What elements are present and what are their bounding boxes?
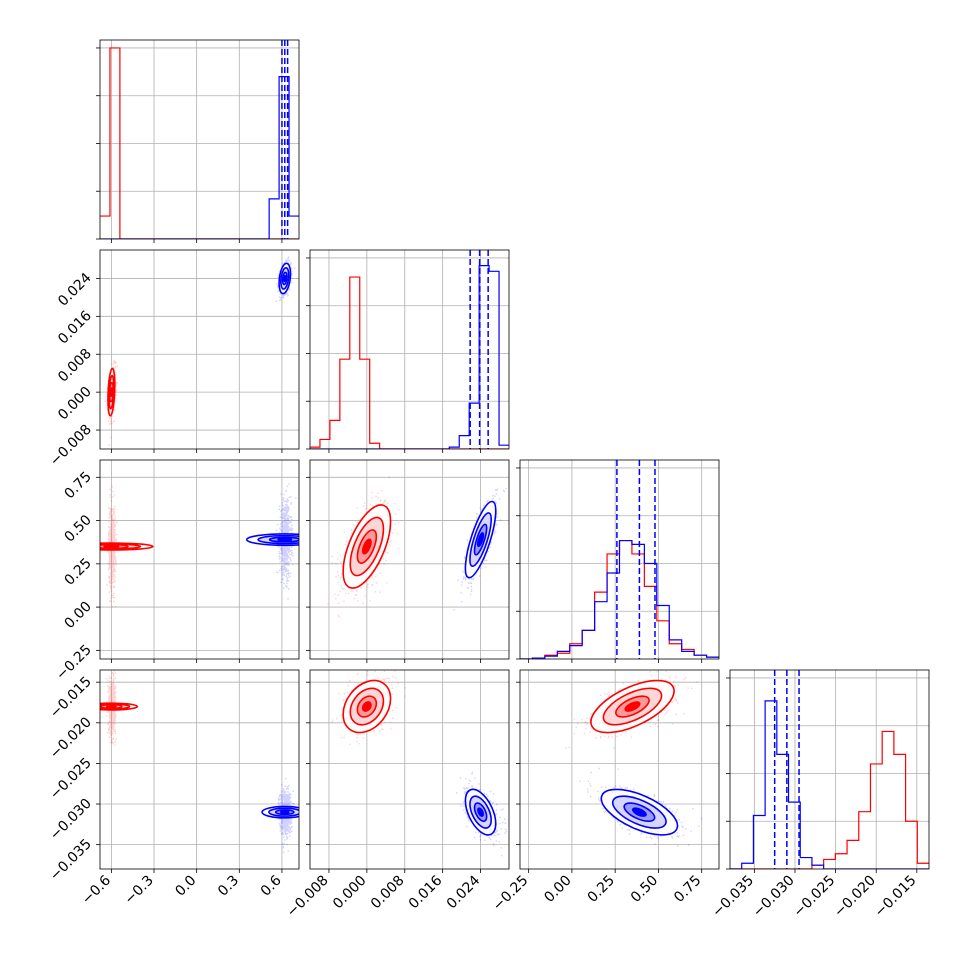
panel-3-1 (306, 669, 510, 873)
x-tick-label: 0.6 (258, 872, 285, 899)
y-tick-label: 0.008 (55, 346, 95, 386)
panel-1-1 (306, 249, 510, 453)
x-tick-label: 0.0 (172, 873, 199, 900)
contour-blue-3 (277, 536, 293, 543)
panel-content (310, 250, 509, 449)
panel-3-0 (96, 669, 300, 873)
panel-content (520, 670, 719, 869)
y-tick-label: 0.024 (55, 270, 95, 310)
y-tick-label: 0.75 (61, 469, 94, 502)
y-tick-label: −0.025 (47, 755, 95, 803)
panel-content (730, 670, 929, 869)
panel-frame (729, 669, 930, 870)
panel-frame (309, 459, 510, 660)
contour-blue-3 (477, 807, 485, 817)
panel-frame (519, 669, 720, 870)
x-tick-label: −0.008 (284, 873, 332, 921)
panel-content (100, 250, 299, 449)
x-tick-label: −0.025 (790, 873, 838, 921)
contour-red-3 (361, 701, 372, 712)
panel-frame (99, 249, 300, 450)
contour-red-3 (624, 701, 641, 712)
x-tick-label: −0.035 (709, 873, 757, 921)
y-tick-label: 0.00 (61, 599, 94, 632)
y-tick-label: −0.020 (47, 714, 95, 762)
x-tick-label: 0.000 (330, 873, 370, 913)
contour-red-3 (361, 538, 372, 555)
histogram-blue (730, 700, 929, 869)
panel-3-3 (726, 669, 930, 873)
contour-red-3 (103, 543, 120, 550)
panel-frame (99, 39, 300, 240)
panel-2-1 (306, 459, 510, 663)
x-tick-label: 0.024 (444, 872, 484, 912)
histogram-red (730, 730, 929, 869)
panel-frame (309, 669, 510, 870)
x-tick-label: −0.6 (79, 872, 114, 907)
panel-2-0 (96, 459, 300, 663)
contour-blue-3 (281, 274, 288, 282)
panels-layer (96, 39, 930, 873)
y-tick-label: −0.035 (47, 836, 95, 884)
y-tick-label: −0.030 (47, 796, 95, 844)
contour-blue-3 (280, 809, 290, 815)
panel-content (310, 460, 509, 659)
panel-content (100, 40, 299, 239)
y-tick-label: −0.008 (47, 422, 95, 470)
contour-blue-3 (476, 532, 485, 548)
histogram-red (310, 276, 509, 449)
y-tick-label: 0.016 (55, 308, 95, 348)
y-tick-label: −0.015 (47, 674, 95, 722)
panel-0-0 (96, 39, 300, 243)
x-tick-label: −0.020 (831, 873, 879, 921)
panel-content (520, 460, 719, 659)
y-tick-label: −0.25 (53, 642, 95, 684)
panel-frame (99, 669, 300, 870)
y-tick-label: 0.000 (55, 384, 95, 424)
panel-frame (309, 249, 510, 450)
x-tick-label: −0.015 (872, 873, 920, 921)
x-tick-label: −0.25 (490, 873, 532, 915)
histogram-blue (310, 265, 509, 449)
panel-frame (99, 459, 300, 660)
panel-1-0 (96, 249, 300, 453)
y-tick-label: 0.50 (61, 512, 94, 545)
x-tick-label: 0.25 (585, 873, 618, 906)
contour-blue-3 (631, 807, 647, 817)
histogram-blue (520, 539, 719, 659)
panel-content (100, 670, 299, 869)
y-tick-label: 0.25 (61, 555, 94, 588)
contour-red-3 (106, 703, 117, 710)
panel-3-2 (516, 669, 720, 873)
x-tick-label: 0.00 (541, 873, 574, 906)
x-tick-label: −0.3 (121, 873, 156, 908)
histogram-blue (100, 76, 299, 239)
panel-content (310, 670, 509, 869)
panel-frame (519, 459, 720, 660)
panel-content (100, 460, 299, 659)
panel-2-2 (516, 459, 720, 663)
x-tick-label: 0.016 (406, 872, 446, 912)
x-tick-label: 0.50 (628, 873, 661, 906)
histogram-red (100, 47, 299, 239)
x-tick-label: 0.008 (368, 873, 408, 913)
scatter-points-red (106, 486, 118, 608)
x-tick-label: −0.030 (750, 873, 798, 921)
contour-red-3 (108, 387, 115, 398)
x-tick-label: 0.75 (671, 873, 704, 906)
x-tick-label: 0.3 (215, 873, 242, 900)
